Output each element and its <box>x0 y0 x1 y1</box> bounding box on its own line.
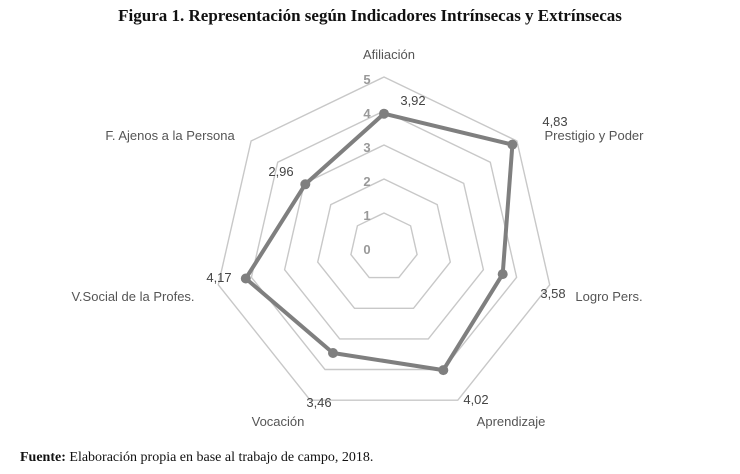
axis-label: Vocación <box>252 414 305 429</box>
axis-label: Aprendizaje <box>477 414 546 429</box>
data-label: 3,58 <box>540 286 565 301</box>
tick-label: 1 <box>363 208 370 223</box>
radar-grid <box>217 76 551 401</box>
axis-label: Prestigio y Poder <box>545 128 645 143</box>
data-label: 4,02 <box>463 392 488 407</box>
tick-label: 3 <box>363 140 370 155</box>
figure-title: Figura 1. Representación según Indicador… <box>118 6 622 25</box>
data-point <box>507 139 518 150</box>
axis-label: F. Ajenos a la Persona <box>105 128 235 143</box>
data-label: 3,46 <box>306 395 331 410</box>
grid-ring-3 <box>283 144 485 340</box>
grid-ring-1 <box>350 212 418 279</box>
radar-ticks: 0 1 2 3 4 5 <box>363 72 371 257</box>
tick-label: 0 <box>363 242 370 257</box>
radar-data-labels: 3,92 4,83 3,58 4,02 3,46 4,17 2,96 <box>206 93 567 410</box>
axis-label: V.Social de la Profes. <box>71 289 194 304</box>
data-point <box>497 269 508 280</box>
axis-label: Afiliación <box>363 47 415 62</box>
radar-series <box>240 108 518 376</box>
grid-ring-5 <box>217 76 551 401</box>
grid-ring-4 <box>250 110 518 371</box>
data-point <box>300 179 311 190</box>
data-point <box>240 273 251 284</box>
data-label: 3,92 <box>400 93 425 108</box>
data-point <box>438 365 449 376</box>
series-line <box>243 111 515 373</box>
tick-label: 5 <box>363 72 370 87</box>
data-label: 4,83 <box>542 114 567 129</box>
source-label: Fuente: <box>20 450 66 465</box>
data-point <box>328 348 338 358</box>
figure-source: Fuente: Elaboración propia en base al tr… <box>20 450 373 466</box>
data-point <box>379 108 389 119</box>
source-text: Elaboración propia en base al trabajo de… <box>65 450 374 465</box>
tick-label: 4 <box>363 106 371 121</box>
grid-ring-2 <box>316 178 452 309</box>
axis-label: Logro Pers. <box>575 289 642 304</box>
tick-label: 2 <box>363 174 370 189</box>
data-label: 4,17 <box>206 270 231 285</box>
radar-axis-labels: Afiliación Prestigio y Poder Logro Pers. Ap… <box>71 47 644 429</box>
data-label: 2,96 <box>268 164 293 179</box>
